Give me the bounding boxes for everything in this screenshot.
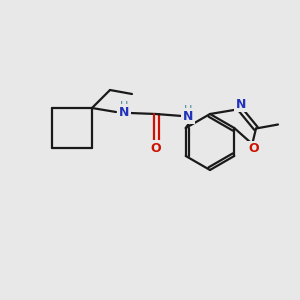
Text: H: H	[120, 101, 128, 111]
Text: H: H	[184, 105, 192, 115]
Text: O: O	[248, 142, 259, 155]
Text: N: N	[236, 98, 246, 110]
Text: N: N	[183, 110, 193, 122]
Text: N: N	[119, 106, 129, 118]
Text: O: O	[151, 142, 161, 154]
